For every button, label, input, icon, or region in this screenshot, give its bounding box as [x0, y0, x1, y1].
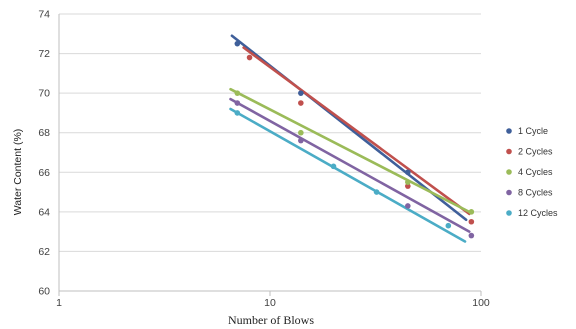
- x-tick-label: 10: [264, 297, 276, 309]
- trendline-series-3: [229, 87, 471, 214]
- legend: 1 Cycle 2 Cycles 4 Cycles 8 Cycles 12 Cycles: [506, 126, 558, 218]
- trendline-series-5: [229, 107, 467, 243]
- x-tick-label: 1: [56, 297, 62, 309]
- data-point-series-2: [468, 218, 475, 225]
- x-axis-title: Number of Blows: [228, 313, 314, 327]
- legend-label: 2 Cycles: [518, 147, 553, 157]
- data-point-series-2: [405, 183, 411, 189]
- y-tick-label: 68: [38, 127, 50, 139]
- data-point-series-5: [445, 222, 452, 229]
- legend-label: 8 Cycles: [518, 188, 553, 198]
- y-axis-title: Water Content (%): [12, 129, 24, 216]
- data-point-series-3: [468, 209, 475, 215]
- axes: [58, 14, 482, 296]
- data-point-series-4: [468, 232, 475, 239]
- legend-marker-series-2: [506, 148, 512, 155]
- y-tick-label: 72: [38, 48, 50, 60]
- trendlines: [229, 34, 471, 243]
- data-point-series-1: [405, 169, 411, 176]
- trendline-series-4: [229, 97, 471, 233]
- data-point-series-2: [298, 100, 304, 106]
- data-point-series-4: [298, 137, 304, 144]
- data-points: [234, 40, 475, 239]
- x-tick-label: 100: [472, 297, 490, 309]
- gridlines: [59, 13, 481, 252]
- data-point-series-3: [298, 129, 304, 136]
- legend-label: 1 Cycle: [518, 126, 548, 136]
- y-tick-label: 74: [38, 9, 50, 21]
- y-tick-label: 60: [38, 286, 50, 298]
- legend-marker-series-1: [506, 128, 512, 134]
- legend-marker-series-3: [506, 169, 512, 175]
- data-point-series-3: [234, 90, 241, 96]
- data-point-series-5: [330, 163, 337, 170]
- data-point-series-4: [234, 100, 241, 106]
- data-point-series-3: [405, 179, 411, 185]
- data-point-series-4: [405, 203, 411, 209]
- tick-labels: 60 62 64 66 68 70 72 74 1 10 100: [38, 9, 490, 310]
- legend-marker-series-5: [506, 210, 512, 216]
- legend-label: 4 Cycles: [518, 167, 553, 177]
- y-tick-label: 64: [38, 206, 50, 218]
- data-point-series-1: [298, 90, 304, 96]
- legend-marker-series-4: [506, 189, 512, 196]
- data-point-series-2: [246, 54, 253, 61]
- trendline-series-2: [242, 46, 471, 216]
- y-tick-label: 62: [38, 246, 50, 258]
- data-point-series-5: [373, 189, 380, 195]
- legend-label: 12 Cycles: [518, 208, 558, 218]
- y-tick-label: 70: [38, 88, 50, 100]
- data-point-series-5: [234, 110, 241, 116]
- y-tick-label: 66: [38, 167, 50, 179]
- data-point-series-1: [234, 40, 241, 47]
